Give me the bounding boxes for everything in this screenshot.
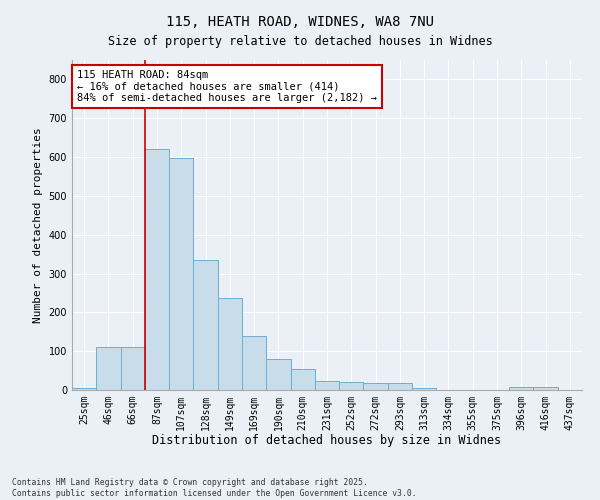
- Bar: [218, 298, 242, 390]
- Bar: [169, 158, 193, 390]
- Bar: [533, 387, 558, 390]
- Text: Size of property relative to detached houses in Widnes: Size of property relative to detached ho…: [107, 35, 493, 48]
- Bar: [339, 382, 364, 390]
- Bar: [364, 384, 388, 390]
- Bar: [193, 260, 218, 390]
- Bar: [145, 150, 169, 390]
- Bar: [96, 348, 121, 390]
- Text: 115, HEATH ROAD, WIDNES, WA8 7NU: 115, HEATH ROAD, WIDNES, WA8 7NU: [166, 15, 434, 29]
- X-axis label: Distribution of detached houses by size in Widnes: Distribution of detached houses by size …: [152, 434, 502, 448]
- Bar: [266, 359, 290, 390]
- Bar: [121, 348, 145, 390]
- Text: 115 HEATH ROAD: 84sqm
← 16% of detached houses are smaller (414)
84% of semi-det: 115 HEATH ROAD: 84sqm ← 16% of detached …: [77, 70, 377, 103]
- Bar: [412, 388, 436, 390]
- Bar: [388, 384, 412, 390]
- Bar: [315, 381, 339, 390]
- Bar: [72, 388, 96, 390]
- Text: Contains HM Land Registry data © Crown copyright and database right 2025.
Contai: Contains HM Land Registry data © Crown c…: [12, 478, 416, 498]
- Bar: [242, 336, 266, 390]
- Bar: [290, 370, 315, 390]
- Y-axis label: Number of detached properties: Number of detached properties: [33, 127, 43, 323]
- Bar: [509, 388, 533, 390]
